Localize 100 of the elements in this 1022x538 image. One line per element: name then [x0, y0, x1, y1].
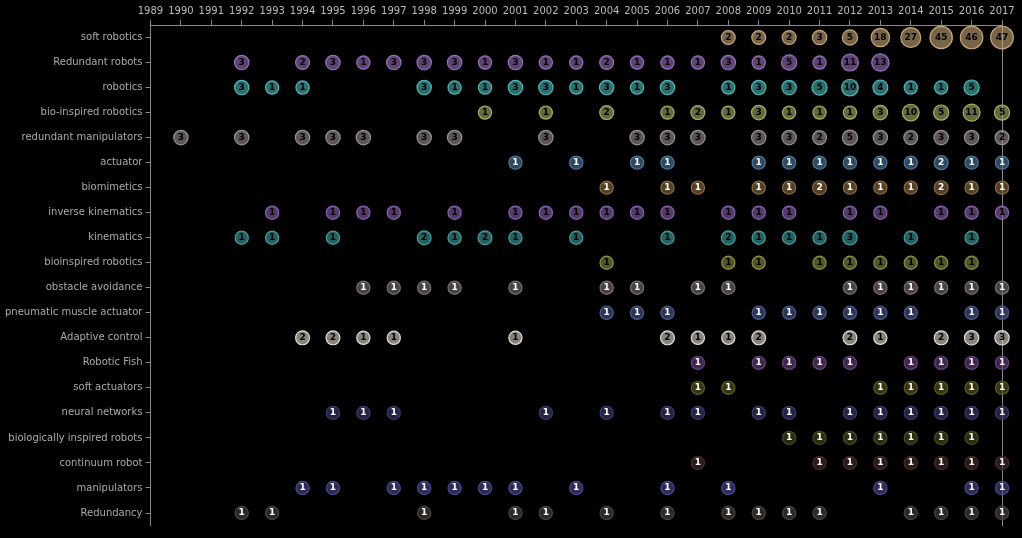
data-label: 1	[329, 482, 337, 493]
data-label: 1	[998, 407, 1006, 418]
data-label: 1	[968, 507, 975, 518]
data-label: 2	[938, 156, 945, 167]
data-label: 2	[785, 31, 793, 42]
y-tick-label: Adaptive control	[60, 331, 143, 343]
data-label: 1	[785, 232, 793, 243]
data-label: 1	[755, 507, 762, 518]
data-label: 3	[329, 56, 337, 67]
x-tick-label: 2012	[837, 4, 863, 16]
x-tick-label: 2009	[745, 4, 772, 16]
data-label: 2	[816, 131, 823, 142]
data-label: 1	[512, 207, 519, 218]
data-label: 2	[603, 56, 610, 67]
data-label: 13	[874, 56, 887, 67]
data-label: 2	[998, 131, 1006, 142]
data-label: 1	[664, 156, 671, 167]
data-label: 2	[329, 332, 337, 343]
x-tick-label: 2005	[624, 4, 650, 16]
data-label: 1	[390, 482, 397, 493]
data-label: 1	[907, 257, 914, 268]
x-tick-label: 1994	[289, 4, 316, 16]
data-label: 1	[998, 382, 1006, 393]
data-label: 1	[785, 106, 793, 117]
data-label: 3	[299, 131, 306, 142]
data-label: 1	[329, 407, 337, 418]
x-tick-label: 2017	[989, 4, 1015, 16]
y-tick-label: Robotic Fish	[82, 356, 143, 368]
data-label: 1	[968, 257, 975, 268]
data-label: 1	[998, 307, 1006, 318]
data-label: 1	[816, 56, 823, 67]
data-label: 1	[633, 282, 641, 293]
x-tick-label: 1991	[198, 4, 225, 16]
data-label: 5	[846, 131, 854, 142]
data-label: 2	[299, 56, 306, 67]
data-label: 1	[542, 106, 549, 117]
data-label: 1	[816, 232, 823, 243]
data-label: 1	[542, 207, 549, 218]
data-label: 3	[664, 131, 671, 142]
data-label: 46	[965, 31, 978, 42]
data-label: 5	[998, 106, 1006, 117]
data-label: 1	[846, 432, 854, 443]
data-label: 3	[755, 131, 762, 142]
data-label: 1	[877, 156, 884, 167]
data-label: 3	[785, 131, 793, 142]
data-label: 1	[238, 507, 245, 518]
data-label: 1	[664, 207, 671, 218]
data-label: 1	[360, 56, 367, 67]
data-label: 1	[421, 482, 428, 493]
data-label: 3	[238, 56, 245, 67]
data-label: 1	[512, 282, 519, 293]
data-label: 2	[816, 182, 823, 193]
data-label: 1	[938, 432, 945, 443]
data-label: 3	[421, 56, 428, 67]
data-label: 1	[755, 257, 762, 268]
data-label: 1	[907, 457, 914, 468]
data-label: 1	[785, 432, 793, 443]
x-tick-label: 2003	[563, 4, 589, 16]
data-label: 3	[451, 56, 458, 67]
y-tick-label: neural networks	[61, 406, 143, 418]
x-tick-label: 2013	[867, 4, 894, 16]
data-label: 1	[755, 357, 762, 368]
data-label: 1	[573, 56, 580, 67]
y-tick-label: soft actuators	[73, 381, 143, 393]
data-label: 1	[694, 382, 702, 393]
data-label: 2	[481, 232, 489, 243]
data-label: 1	[664, 307, 671, 318]
x-tick-label: 1995	[320, 4, 346, 16]
data-label: 1	[694, 282, 702, 293]
y-tick-label: redundant manipulators	[21, 131, 143, 143]
data-label: 1	[968, 282, 975, 293]
x-tick-label: 2006	[654, 4, 681, 16]
data-label: 1	[816, 307, 823, 318]
data-label: 1	[603, 207, 610, 218]
data-label: 1	[816, 156, 823, 167]
data-label: 1	[299, 81, 306, 92]
data-label: 1	[846, 357, 854, 368]
data-label: 1	[451, 207, 458, 218]
data-label: 1	[603, 407, 610, 418]
data-label: 1	[816, 106, 823, 117]
data-label: 1	[360, 332, 367, 343]
data-label: 3	[421, 81, 428, 92]
data-label: 1	[542, 407, 549, 418]
y-tick-label: soft robotics	[80, 31, 143, 43]
data-label: 1	[451, 232, 458, 243]
data-label: 1	[846, 282, 854, 293]
x-tick-label: 2004	[593, 4, 620, 16]
y-tick-label: kinematics	[88, 231, 143, 243]
data-label: 1	[846, 207, 854, 218]
data-label: 1	[481, 81, 489, 92]
data-label: 2	[421, 232, 428, 243]
data-label: 1	[664, 482, 671, 493]
data-label: 1	[938, 81, 945, 92]
data-label: 1	[603, 307, 610, 318]
data-label: 2	[755, 332, 762, 343]
data-label: 1	[481, 56, 489, 67]
data-label: 1	[633, 156, 641, 167]
data-label: 3	[360, 131, 367, 142]
data-label: 1	[755, 232, 762, 243]
data-label: 1	[968, 357, 975, 368]
